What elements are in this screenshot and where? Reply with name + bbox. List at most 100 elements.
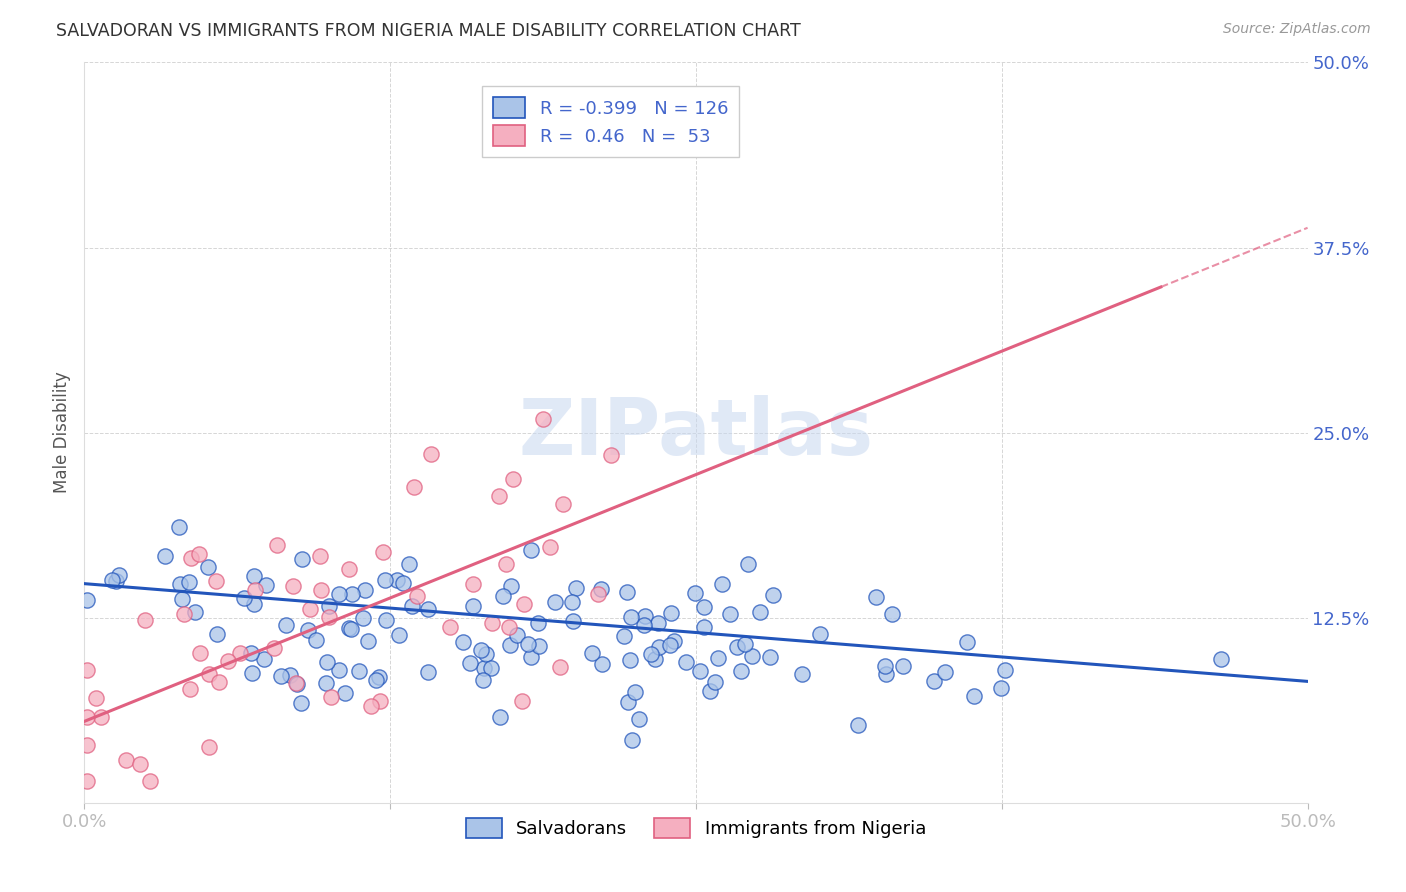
Point	[270, 668, 292, 682]
Point	[232, 591, 254, 606]
Point	[333, 686, 356, 700]
Point	[385, 573, 408, 587]
Point	[710, 576, 733, 591]
Point	[725, 640, 748, 654]
Point	[347, 664, 370, 678]
Point	[520, 649, 543, 664]
Point	[846, 718, 869, 732]
Point	[416, 665, 439, 680]
Point	[520, 543, 543, 558]
Point	[759, 650, 782, 665]
Point	[76, 593, 98, 607]
Point	[544, 595, 567, 609]
Point	[565, 581, 588, 595]
Point	[368, 670, 391, 684]
Point	[229, 646, 252, 660]
Point	[204, 574, 226, 588]
Point	[188, 547, 211, 561]
Point	[318, 599, 340, 613]
Point	[589, 582, 612, 597]
Point	[741, 648, 763, 663]
Point	[689, 664, 711, 678]
Point	[924, 673, 946, 688]
Point	[664, 634, 686, 648]
Point	[283, 579, 305, 593]
Text: ZIPatlas: ZIPatlas	[519, 394, 873, 471]
Point	[492, 589, 515, 603]
Point	[188, 646, 211, 660]
Point	[875, 666, 897, 681]
Point	[527, 639, 550, 653]
Point	[274, 618, 297, 632]
Point	[278, 668, 301, 682]
Point	[290, 552, 312, 566]
Point	[488, 489, 510, 503]
Point	[561, 615, 583, 629]
Point	[693, 599, 716, 614]
Point	[290, 696, 312, 710]
Point	[253, 652, 276, 666]
Point	[205, 626, 228, 640]
Point	[198, 740, 221, 755]
Point	[873, 658, 896, 673]
Point	[865, 591, 887, 605]
Point	[474, 647, 496, 661]
Point	[101, 573, 124, 587]
Point	[619, 653, 641, 667]
Point	[240, 646, 263, 660]
Point	[463, 599, 485, 613]
Point	[155, 549, 177, 563]
Point	[129, 757, 152, 772]
Point	[706, 651, 728, 665]
Point	[810, 627, 832, 641]
Point	[240, 666, 263, 681]
Point	[749, 605, 772, 619]
Point	[285, 676, 308, 690]
Point	[461, 576, 484, 591]
Point	[388, 628, 411, 642]
Point	[718, 607, 741, 622]
Point	[208, 674, 231, 689]
Point	[510, 693, 533, 707]
Point	[305, 632, 328, 647]
Point	[994, 664, 1017, 678]
Point	[368, 694, 391, 708]
Point	[167, 520, 190, 534]
Point	[591, 657, 613, 672]
Point	[633, 618, 655, 632]
Point	[398, 557, 420, 571]
Point	[184, 605, 207, 619]
Point	[309, 582, 332, 597]
Point	[197, 560, 219, 574]
Point	[990, 681, 1012, 695]
Point	[648, 640, 671, 654]
Point	[357, 633, 380, 648]
Point	[481, 615, 503, 630]
Point	[76, 710, 98, 724]
Point	[266, 538, 288, 552]
Point	[693, 620, 716, 634]
Point	[620, 610, 643, 624]
Point	[285, 676, 308, 690]
Point	[134, 613, 156, 627]
Point	[790, 666, 813, 681]
Point	[488, 710, 510, 724]
Point	[321, 690, 343, 705]
Point	[374, 573, 396, 587]
Point	[316, 655, 339, 669]
Text: Source: ZipAtlas.com: Source: ZipAtlas.com	[1223, 22, 1371, 37]
Point	[197, 667, 219, 681]
Point	[479, 660, 502, 674]
Point	[599, 448, 621, 462]
Point	[451, 635, 474, 649]
Point	[513, 597, 536, 611]
Point	[502, 472, 524, 486]
Point	[634, 609, 657, 624]
Point	[685, 586, 707, 600]
Point	[531, 412, 554, 426]
Point	[371, 545, 394, 559]
Point	[499, 579, 522, 593]
Point	[263, 640, 285, 655]
Point	[402, 480, 425, 494]
Point	[470, 643, 492, 657]
